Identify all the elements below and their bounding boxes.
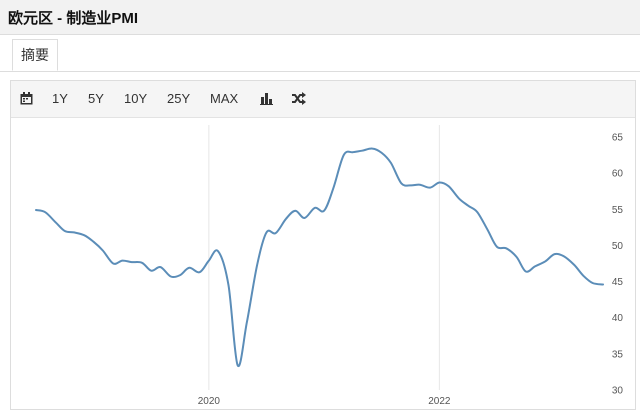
y-tick-label: 55 (612, 205, 624, 216)
chart-toolbar: 1Y 5Y 10Y 25Y MAX (11, 81, 635, 118)
x-tick-label: 2022 (428, 396, 451, 407)
chart-panel: 1Y 5Y 10Y 25Y MAX (10, 80, 636, 410)
y-tick-label: 45 (612, 277, 624, 288)
y-tick-label: 40 (612, 313, 624, 324)
range-max-button[interactable]: MAX (210, 91, 239, 106)
calendar-icon[interactable] (20, 92, 33, 110)
tab-row: 摘要 (0, 35, 640, 72)
tab-summary[interactable]: 摘要 (12, 39, 58, 71)
page-title: 欧元区 - 制造业PMI (8, 10, 138, 27)
shuffle-icon[interactable] (292, 92, 306, 110)
series-line (35, 147, 604, 368)
range-5y-button[interactable]: 5Y (88, 91, 104, 106)
range-25y-button[interactable]: 25Y (167, 91, 191, 106)
y-tick-label: 65 (612, 133, 624, 144)
y-tick-label: 35 (612, 349, 624, 360)
range-10y-button[interactable]: 10Y (124, 91, 148, 106)
y-tick-label: 60 (612, 169, 624, 180)
y-tick-label: 30 (612, 386, 624, 397)
bar-chart-icon[interactable] (260, 92, 273, 110)
title-bar: 欧元区 - 制造业PMI (0, 0, 640, 35)
x-tick-label: 2020 (198, 396, 221, 407)
range-1y-button[interactable]: 1Y (52, 91, 68, 106)
y-tick-label: 50 (612, 241, 624, 252)
